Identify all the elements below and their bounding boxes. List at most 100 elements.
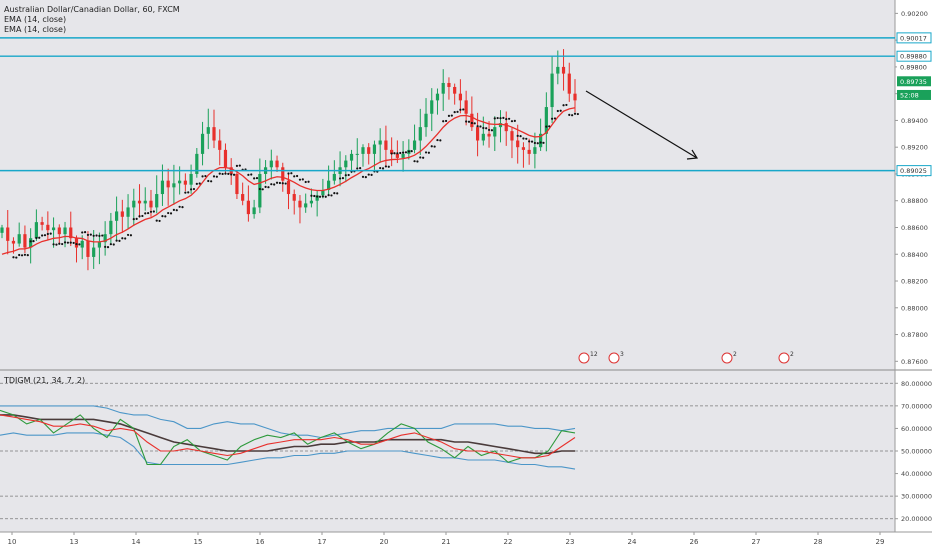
sar-dot [75,242,78,246]
candle-body [458,93,462,101]
sar-dot [204,174,207,178]
sar-dot [92,234,95,237]
candle-body [6,227,10,241]
ema-legend-1[interactable]: EMA (14, close) [4,15,67,24]
sar-dot [187,191,190,194]
current-price-label: 52:08 [900,91,919,99]
sar-dot [562,104,565,107]
sar-dot [316,195,319,198]
sar-dot [135,217,138,220]
candle-body [143,200,147,204]
sar-dot [436,138,439,142]
sar-dot [530,140,534,143]
ema-line [1,107,576,255]
sar-dot [38,236,41,239]
sar-dot [298,178,302,181]
sar-dot [247,173,250,176]
ema-legend-2[interactable]: EMA (14, close) [4,25,67,34]
sar-dot [250,173,253,176]
sar-dot [307,180,310,183]
candle-body [344,160,348,168]
sar-dot [129,234,133,237]
sar-dot [86,233,90,237]
candle-body [155,194,159,208]
sar-dot [519,135,522,138]
candle-body [304,203,308,208]
ind-y-tick-label: 20.00000 [901,515,932,523]
candle-body [539,133,543,148]
candle-body [292,194,296,201]
sar-dot [499,117,502,120]
candle-body [430,100,434,114]
ind-series-lower-band [0,432,576,470]
event-marker [608,352,620,364]
x-tick-label: 24 [628,538,637,546]
sar-dot [528,140,531,143]
symbol-title[interactable]: Australian Dollar/Canadian Dollar, 60, F… [4,5,180,14]
candle-body [218,140,222,150]
sar-dot [396,152,399,155]
sar-dot [161,214,164,218]
sar-dot [522,137,525,140]
sar-dot [550,117,554,120]
candle-body [315,195,319,201]
candle-body [378,140,382,145]
sar-dot [410,150,413,153]
candle-body [435,93,440,101]
sar-dot [479,125,482,128]
candle-body [92,247,96,257]
sar-dot [407,150,410,153]
sar-dot [230,173,233,176]
candle-body [0,227,4,233]
sar-dot [95,234,98,237]
candle-body [23,234,27,248]
candle-body [327,180,331,191]
sar-dot [215,175,218,178]
candle-body [390,149,394,154]
sar-dot [152,210,155,213]
candle-body [212,127,216,141]
sar-dot [164,215,167,218]
sar-dot [52,243,55,246]
sar-dot [264,185,267,188]
candle-body [183,180,187,185]
y-tick-label: 0.88000 [901,304,928,312]
sar-dot [533,141,536,145]
sar-dot [444,119,448,123]
sar-dot [359,167,362,170]
candle-body [573,93,577,101]
sar-dot [224,172,227,175]
candle-body [561,66,566,74]
candle-body [29,238,33,248]
sar-dot [253,177,256,180]
candle-body [34,222,38,239]
sar-dot [83,231,87,234]
sar-dot [232,173,236,176]
indicator-title[interactable]: TDIGM (21, 34, 7, 2) [4,376,86,385]
sar-dot [330,194,333,197]
candle-body [372,144,377,154]
level-price-tag [896,50,932,62]
sar-dot [287,172,290,175]
sar-dot [513,119,516,122]
ind-y-tick-label: 70.00000 [901,402,932,410]
sar-dot [172,208,175,211]
sar-dot [508,117,511,120]
sar-dot [338,177,342,180]
sar-dot [336,192,339,195]
sar-dot [132,218,135,221]
sar-dot [41,234,44,237]
event-marker-count: 2 [790,351,794,358]
sar-dot [318,195,322,198]
candle-body [309,200,314,204]
candle-body [46,224,50,231]
y-tick-label: 0.87600 [901,358,928,366]
candle-body [493,127,497,137]
sar-dot [422,156,425,159]
sar-dot [278,181,282,185]
sar-dot [536,142,539,145]
sar-dot [313,194,316,198]
sar-dot [98,234,101,237]
